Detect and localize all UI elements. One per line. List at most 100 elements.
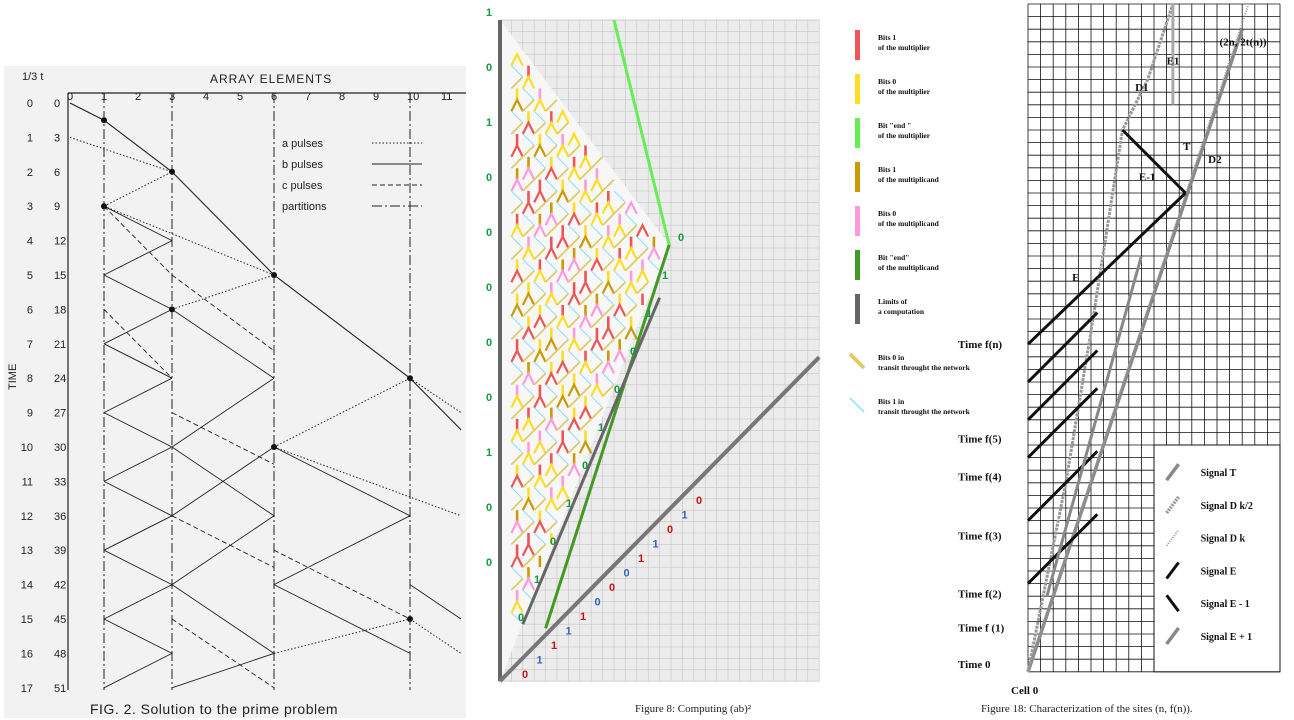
transit-bit-1 <box>590 350 603 363</box>
x-tick-label: 8 <box>339 91 345 103</box>
transit-bit-1 <box>533 532 546 545</box>
signal-label: E-1 <box>1139 171 1156 183</box>
time-axis-title: TIME <box>7 364 19 390</box>
multiplicand-bit <box>635 268 650 283</box>
fig2-caption: FIG. 2. Solution to the prime problem <box>90 701 339 717</box>
transit-bit-0 <box>579 167 592 181</box>
transit-bit-0 <box>522 304 535 318</box>
signal-dk-half <box>1026 3 1175 673</box>
transit-bit-1 <box>556 202 569 215</box>
c-pulse-segment <box>171 515 275 568</box>
left-bit-label: 0 <box>486 227 492 239</box>
transit-bit-0 <box>522 224 535 238</box>
transit-bit-1 <box>568 179 581 192</box>
multiplicand-bit <box>544 291 558 306</box>
multiplicand-bit <box>533 313 547 329</box>
transit-bit-0 <box>556 372 570 386</box>
transit-bit-0 <box>522 555 535 568</box>
transit-bit-0 <box>590 281 604 295</box>
multiplicand-bit <box>510 598 524 614</box>
multiplicand-bit <box>567 131 581 146</box>
transit-bit-1 <box>522 509 535 522</box>
transit-bit-0 <box>510 201 524 215</box>
diagonal-bit-label: 0 <box>624 568 630 580</box>
multiplicand-bit <box>556 268 570 283</box>
multiplicand-bit <box>544 416 558 431</box>
site-point-label: (2n, 2t(n)) <box>1220 37 1267 49</box>
multiplicand-bit <box>510 348 524 363</box>
sites-diagram: Time f(n) Time f(5) Time f(4) Time f(3) Time… <box>958 3 1281 697</box>
ab-squared-figure: 1 0 1 0 0 0 0 0 1 0 0 0 1 1 1 1 0 0 0 1 1 0 1 0 0 1 0 1 0 1 0 0 1 1 0 Bits … <box>470 0 971 720</box>
transit-bit-0 <box>567 190 581 204</box>
ab-squared-diagram: 10100000100011110001101001010100110Bits … <box>486 7 971 683</box>
transit-bit-1 <box>556 407 569 420</box>
diagonal-bit-label: 0 <box>522 669 528 681</box>
left-bit-label: 1 <box>486 447 492 459</box>
transit-bit-0 <box>613 201 627 215</box>
multiplicand-bit <box>613 302 627 317</box>
transit-bit-0 <box>510 247 524 261</box>
transit-bit-1 <box>590 395 603 408</box>
transit-bit-1 <box>556 156 569 169</box>
time-index-label: 9 <box>27 408 33 420</box>
transit-bit-1 <box>579 247 592 260</box>
legend-swatch <box>855 206 860 236</box>
multiplicand-bit <box>544 165 558 181</box>
fig8-caption: Figure 8: Computing (ab)² <box>635 703 752 715</box>
left-bit-label: 1 <box>486 117 492 129</box>
multiplicand-bit <box>521 450 536 466</box>
multiplicand-bit <box>521 165 536 181</box>
transit-bit-0 <box>522 395 535 409</box>
multiplicand-bit <box>624 245 638 260</box>
inner-bit-label: 1 <box>534 574 540 586</box>
prime-dot <box>101 203 107 210</box>
scan-background <box>4 66 466 718</box>
time-value-label: 18 <box>54 304 66 316</box>
multiplicand-bit <box>510 222 524 238</box>
time-value-label: 12 <box>54 236 66 248</box>
multiplicand-bit <box>521 576 536 591</box>
inner-bit-label: 1 <box>662 270 668 282</box>
transit-bit-1 <box>568 350 581 363</box>
time-index-label: 2 <box>27 167 33 179</box>
time-label: Time f(2) <box>958 589 1002 601</box>
multiplicand-bit <box>567 462 581 477</box>
time-label: Time f(4) <box>958 472 1002 484</box>
transit-bit-0 <box>522 429 535 443</box>
transit-bit-0 <box>544 441 558 454</box>
transit-bit-0 <box>624 258 638 272</box>
transit-bit-0 <box>533 327 547 340</box>
time-value-label: 21 <box>54 339 66 351</box>
transit-bit-1 <box>533 156 546 169</box>
transit-bit-0 <box>590 156 604 169</box>
time-value-label: 0 <box>54 98 60 110</box>
transit-bit-1 <box>511 612 524 625</box>
legend-text: Limits of <box>878 297 907 306</box>
transit-bit-1 <box>511 441 524 454</box>
transit-bit-0 <box>544 144 558 158</box>
c-pulse-segment <box>171 618 275 689</box>
transit-bit-1 <box>556 452 569 465</box>
transit-bit-0 <box>579 418 592 432</box>
legend-swatch <box>855 294 860 324</box>
legend-text: Bits 1 <box>878 165 896 174</box>
transit-bit-0 <box>579 384 592 397</box>
diagonal-bit-label: 0 <box>609 582 615 594</box>
transit-bit-0 <box>522 178 535 192</box>
transit-bit-0 <box>567 144 581 158</box>
legend-text: Bits 0 in <box>878 353 905 362</box>
time-index-label: 17 <box>21 683 33 695</box>
transit-bit-1 <box>533 487 546 500</box>
legend-text: Bit "end" <box>878 253 909 262</box>
multiplicand-bit <box>578 405 593 420</box>
transit-bit-0 <box>533 543 547 557</box>
transit-bit-1 <box>556 281 569 294</box>
multiplicand-bit <box>510 473 524 488</box>
transit-bit-0 <box>613 327 627 340</box>
b-pulse-segment <box>103 480 173 517</box>
transit-bit-0 <box>510 281 524 295</box>
multiplicand-bit <box>544 496 558 511</box>
multiplicand-bit <box>521 245 536 260</box>
